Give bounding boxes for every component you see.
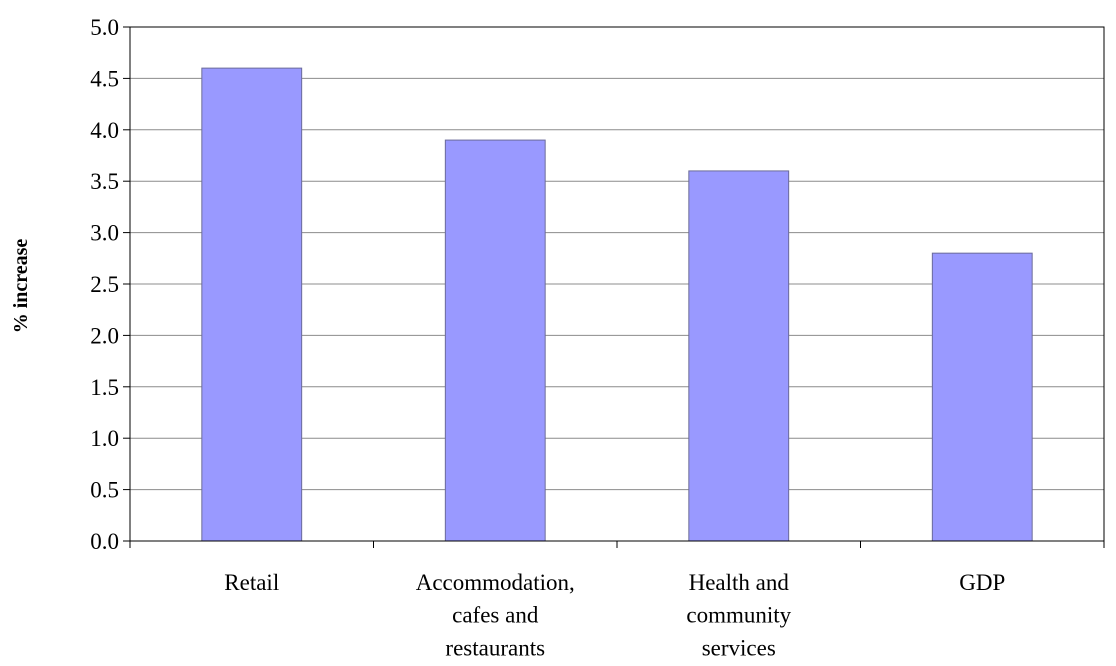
y-tick-label: 0.5 (90, 478, 119, 503)
y-tick-label: 4.0 (90, 118, 119, 143)
y-tick-labels: 0.0 0.5 1.0 1.5 2.0 2.5 3.0 3.5 4.0 4.5 5.0 (90, 15, 119, 554)
y-tick-label: 5.0 (90, 15, 119, 40)
y-tick-label: 3.0 (90, 221, 119, 246)
bar (444, 139, 546, 542)
y-tick-label: 2.5 (90, 272, 119, 297)
bars (201, 67, 1033, 542)
category-label: Retail (224, 570, 279, 595)
y-tick-label: 2.0 (90, 323, 119, 348)
category-labels: Retail Accommodation, cafes and restaurants… (224, 570, 1005, 660)
category-label: Accommodation, cafes and restaurants (416, 570, 575, 660)
axes (123, 26, 1105, 548)
bar (688, 170, 790, 542)
bar (201, 67, 303, 542)
y-axis-title: % increase (10, 239, 32, 334)
bar (931, 252, 1033, 542)
category-label: Health and community services (686, 570, 791, 660)
y-tick-label: 1.0 (90, 426, 119, 451)
y-tick-label: 0.0 (90, 529, 119, 554)
y-tick-label: 1.5 (90, 375, 119, 400)
y-tick-label: 3.5 (90, 169, 119, 194)
category-label: GDP (959, 570, 1005, 595)
y-tick-label: 4.5 (90, 66, 119, 91)
